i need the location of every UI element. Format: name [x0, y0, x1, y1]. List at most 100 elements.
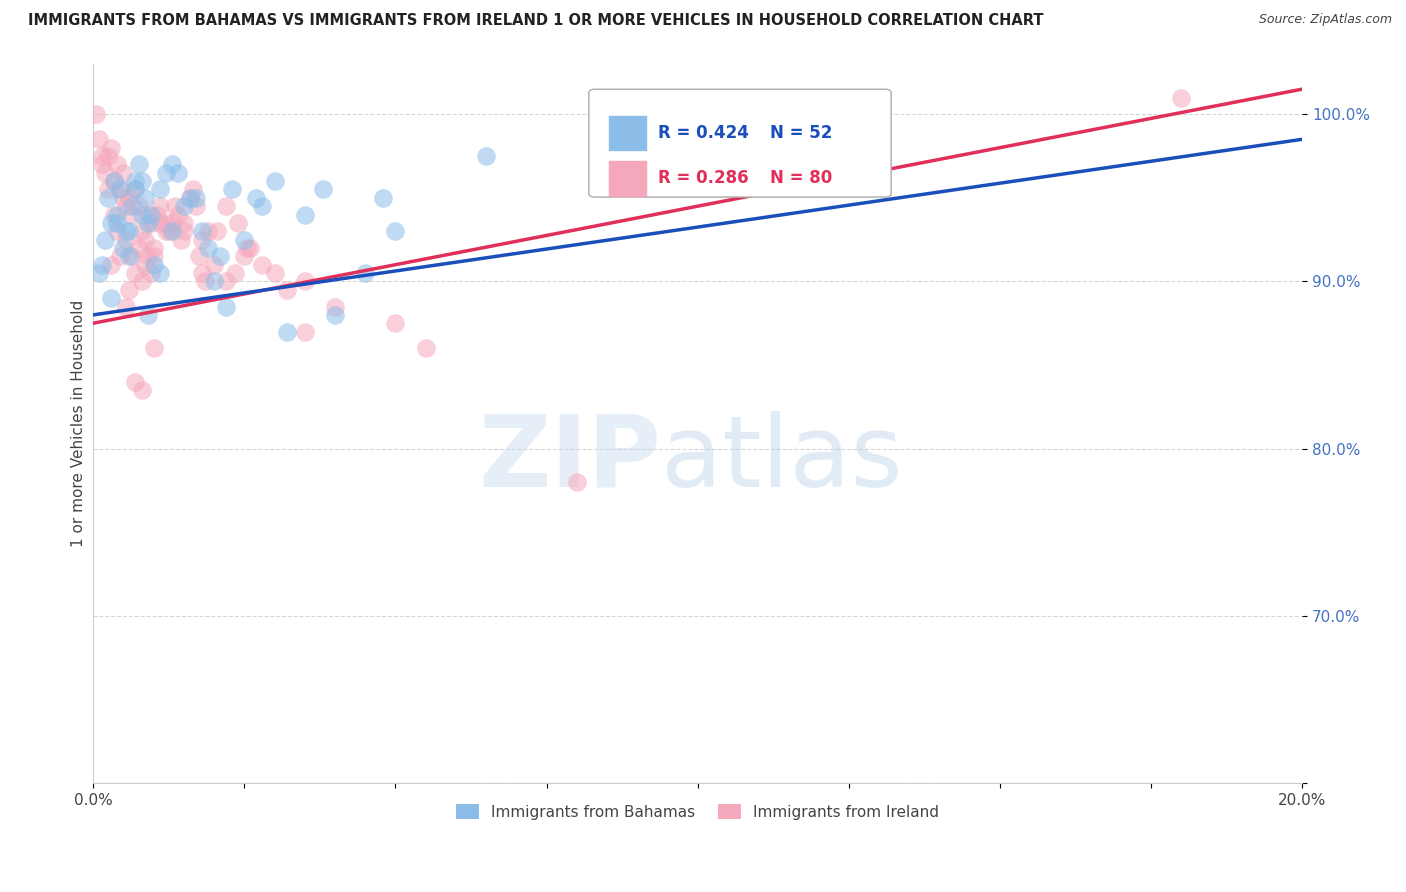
Point — [110, 249, 132, 263]
Point — [118, 249, 141, 263]
Point — [354, 266, 377, 280]
Point — [197, 224, 219, 238]
Point — [131, 383, 153, 397]
Point — [105, 208, 128, 222]
Point — [124, 182, 146, 196]
Point — [155, 224, 177, 238]
Point — [89, 266, 111, 280]
Point — [128, 241, 150, 255]
Point — [103, 174, 125, 188]
Point — [100, 216, 122, 230]
Point — [112, 166, 135, 180]
Point — [131, 208, 153, 222]
Point — [215, 275, 238, 289]
Point — [373, 191, 395, 205]
Point — [197, 241, 219, 255]
Point — [142, 341, 165, 355]
Point — [89, 132, 111, 146]
Point — [181, 182, 204, 196]
Point — [97, 149, 120, 163]
Point — [173, 216, 195, 230]
Point — [121, 208, 143, 222]
Point — [110, 182, 132, 196]
FancyBboxPatch shape — [589, 89, 891, 197]
Point — [100, 141, 122, 155]
Point — [215, 300, 238, 314]
Point — [160, 224, 183, 238]
Point — [173, 199, 195, 213]
Point — [100, 291, 122, 305]
Point — [124, 375, 146, 389]
Text: Source: ZipAtlas.com: Source: ZipAtlas.com — [1258, 13, 1392, 27]
Point — [384, 224, 406, 238]
Point — [145, 208, 167, 222]
Point — [294, 275, 316, 289]
Point — [173, 224, 195, 238]
Point — [91, 149, 114, 163]
Point — [170, 233, 193, 247]
Point — [112, 191, 135, 205]
Y-axis label: 1 or more Vehicles in Household: 1 or more Vehicles in Household — [72, 300, 86, 547]
Point — [252, 199, 274, 213]
Point — [184, 199, 207, 213]
Point — [121, 199, 143, 213]
Point — [221, 182, 243, 196]
Legend: Immigrants from Bahamas, Immigrants from Ireland: Immigrants from Bahamas, Immigrants from… — [450, 797, 945, 826]
Point — [115, 233, 138, 247]
Text: ZIP: ZIP — [478, 411, 661, 508]
Text: N = 80: N = 80 — [770, 169, 832, 187]
Point — [565, 475, 588, 489]
Point — [202, 258, 225, 272]
Point — [149, 216, 172, 230]
Point — [166, 166, 188, 180]
Point — [155, 216, 177, 230]
Bar — [609, 161, 645, 195]
Point — [149, 182, 172, 196]
Point — [415, 341, 437, 355]
Point — [142, 241, 165, 255]
Point — [118, 191, 141, 205]
Point — [179, 191, 201, 205]
Point — [136, 216, 159, 230]
Point — [191, 266, 214, 280]
Point — [134, 191, 156, 205]
Point — [149, 199, 172, 213]
Point — [188, 249, 211, 263]
Point — [112, 241, 135, 255]
Point — [131, 275, 153, 289]
Point — [179, 191, 201, 205]
Point — [105, 216, 128, 230]
Point — [105, 157, 128, 171]
Point — [276, 283, 298, 297]
Point — [323, 300, 346, 314]
Point — [97, 182, 120, 196]
Point — [294, 208, 316, 222]
Point — [142, 258, 165, 272]
Point — [215, 199, 238, 213]
Point — [233, 249, 256, 263]
Point — [136, 249, 159, 263]
Point — [191, 224, 214, 238]
Point — [226, 216, 249, 230]
Point — [205, 224, 228, 238]
Point — [139, 216, 162, 230]
Point — [121, 249, 143, 263]
Point — [160, 157, 183, 171]
Point — [115, 199, 138, 213]
Point — [105, 224, 128, 238]
Point — [136, 208, 159, 222]
Point — [233, 233, 256, 247]
Point — [236, 241, 259, 255]
Point — [103, 208, 125, 222]
Point — [149, 266, 172, 280]
Point — [136, 308, 159, 322]
Point — [115, 224, 138, 238]
Point — [131, 224, 153, 238]
Point — [294, 325, 316, 339]
Point — [323, 308, 346, 322]
Text: IMMIGRANTS FROM BAHAMAS VS IMMIGRANTS FROM IRELAND 1 OR MORE VEHICLES IN HOUSEHO: IMMIGRANTS FROM BAHAMAS VS IMMIGRANTS FR… — [28, 13, 1043, 29]
Point — [128, 199, 150, 213]
Point — [118, 224, 141, 238]
Text: R = 0.424: R = 0.424 — [658, 124, 748, 142]
Point — [100, 258, 122, 272]
